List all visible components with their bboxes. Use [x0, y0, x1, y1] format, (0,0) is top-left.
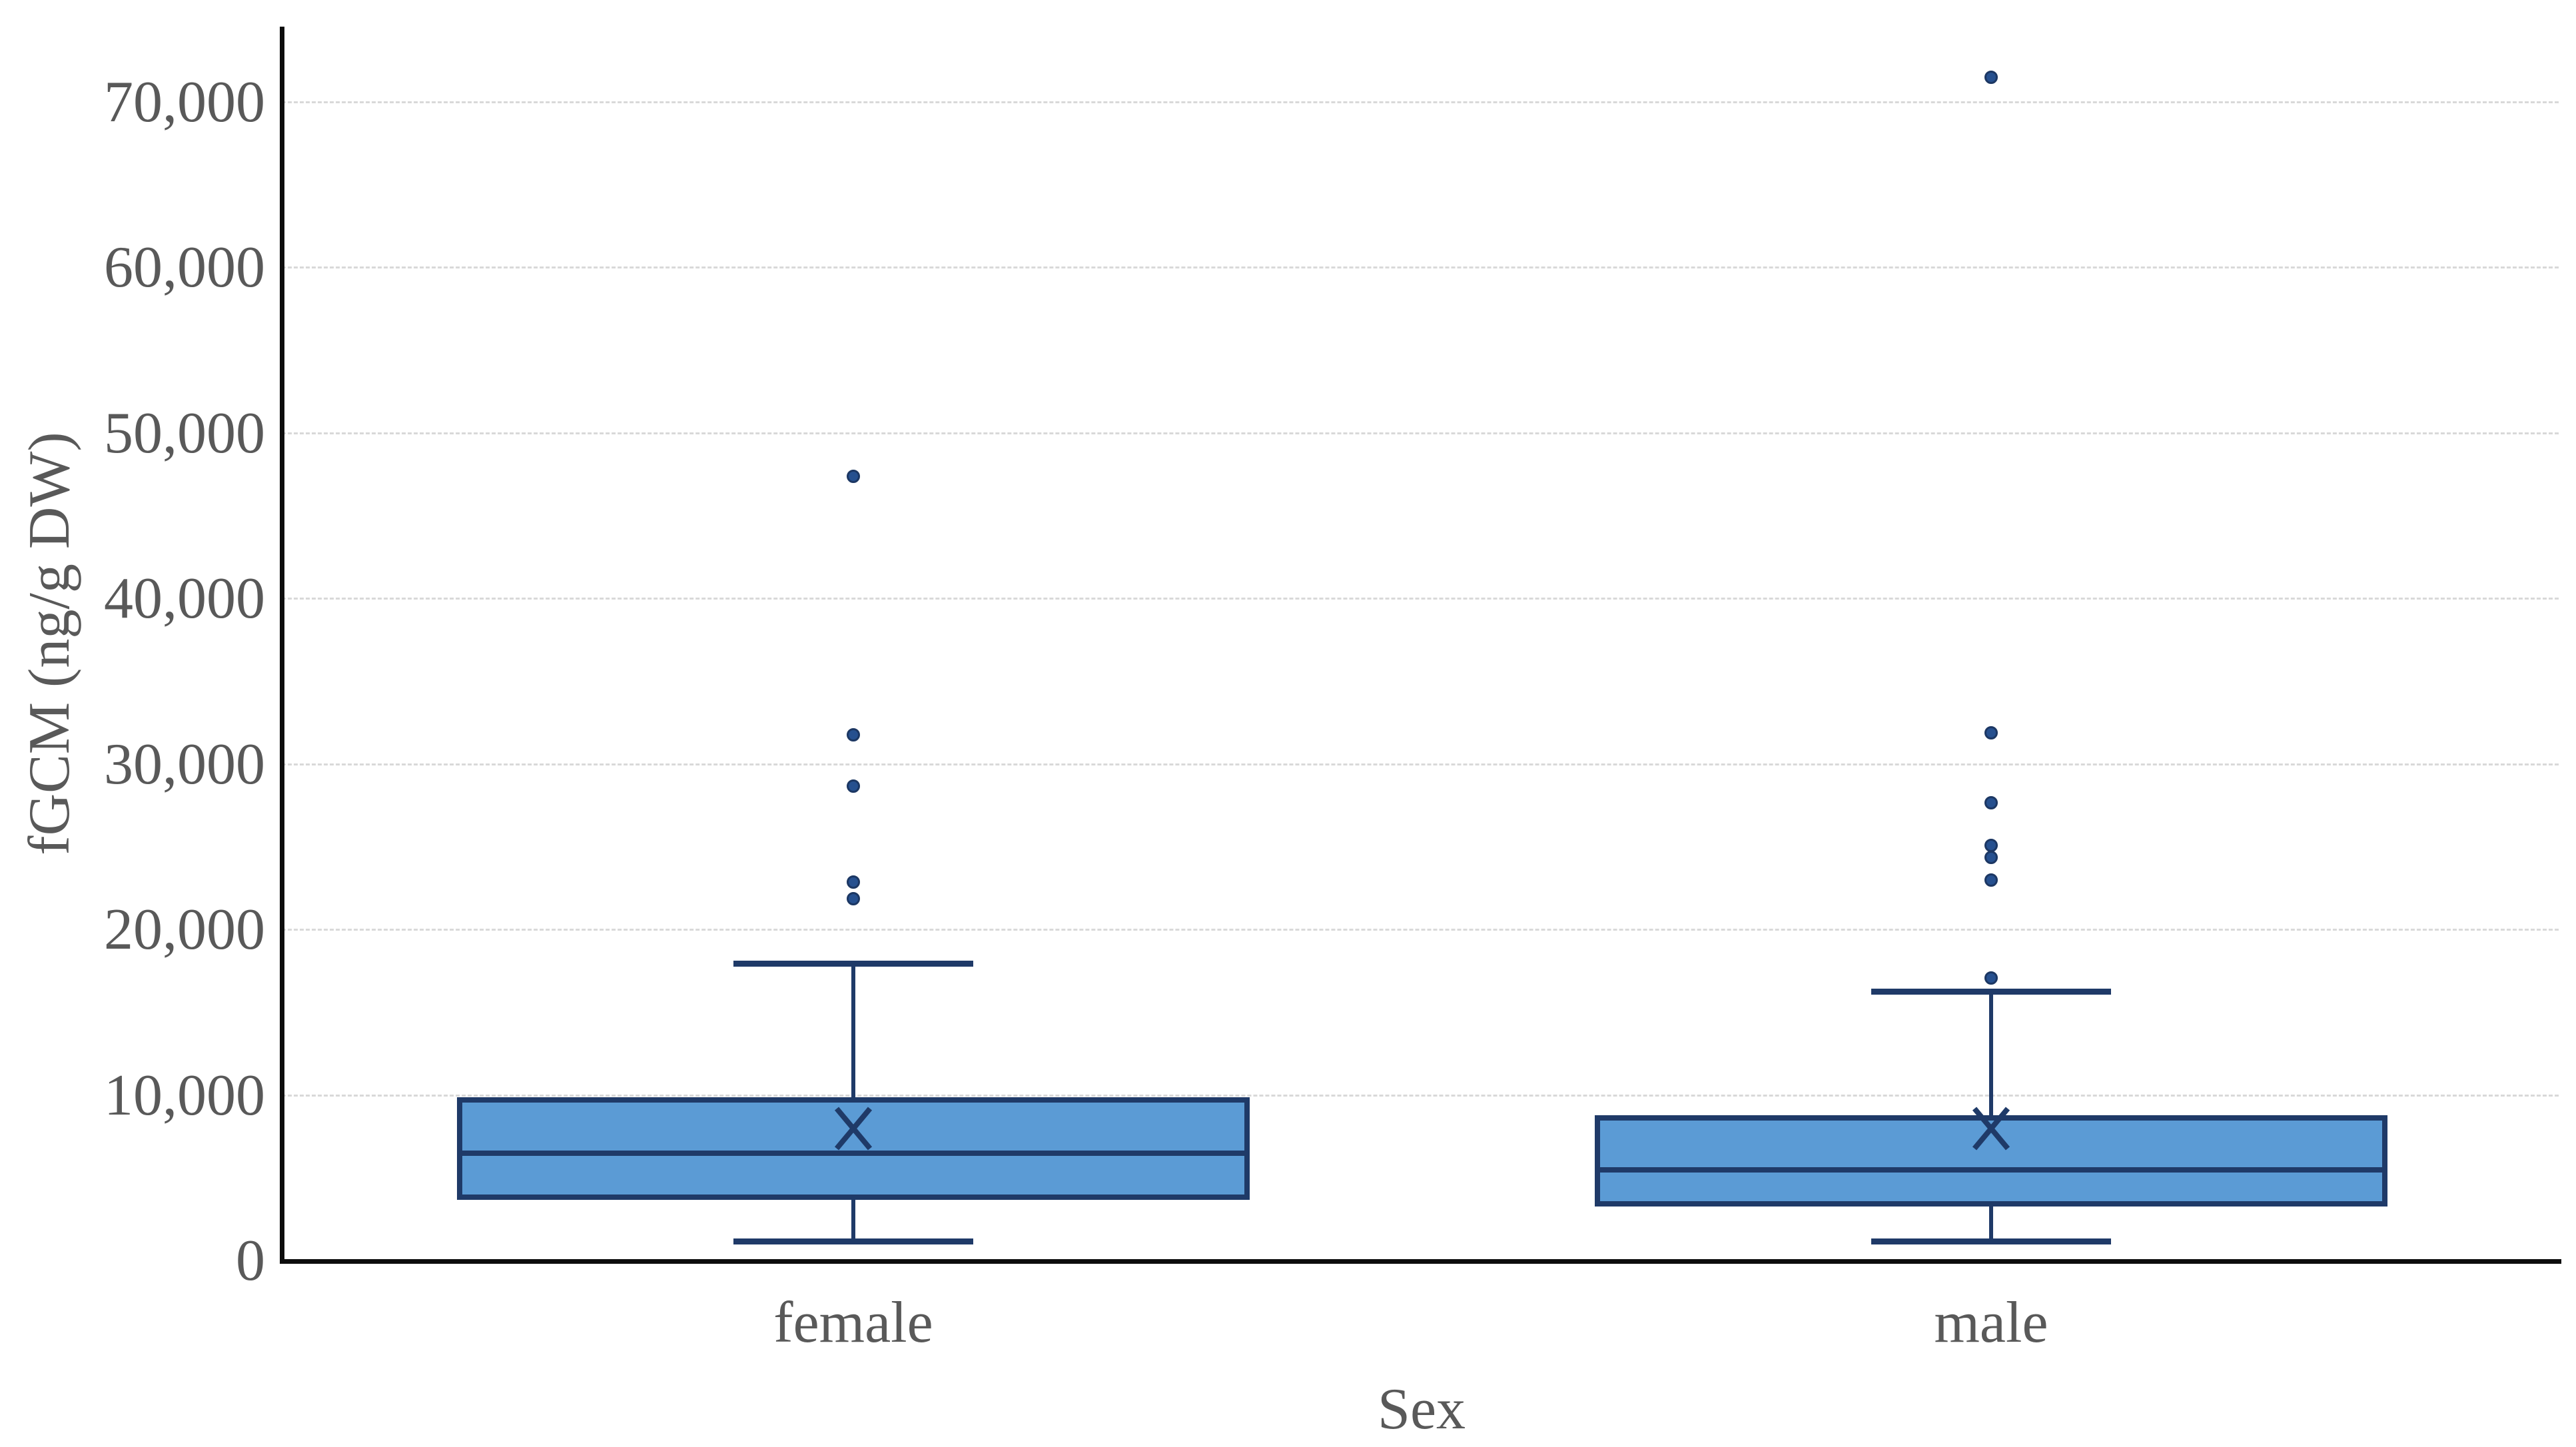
- outlier-dot: [847, 727, 860, 741]
- outlier-dot: [1984, 839, 1998, 853]
- y-tick-label: 40,000: [104, 566, 265, 631]
- y-tick-label: 10,000: [104, 1063, 265, 1128]
- mean-x-marker: [834, 1107, 873, 1151]
- outlier-dot: [847, 891, 860, 905]
- gridline: [282, 929, 2559, 931]
- outlier-dot: [1984, 850, 1998, 864]
- median-line: [462, 1151, 1244, 1157]
- y-tick-label: 20,000: [104, 897, 265, 962]
- median-line: [1600, 1167, 2382, 1173]
- y-axis-line: [280, 27, 284, 1264]
- gridline: [282, 266, 2559, 268]
- y-tick-label: 30,000: [104, 731, 265, 797]
- lower-whisker-cap: [733, 1238, 973, 1245]
- x-axis-title: Sex: [1378, 1377, 1466, 1442]
- gridline: [282, 101, 2559, 103]
- upper-whisker-cap: [733, 960, 973, 967]
- outlier-dot: [847, 470, 860, 484]
- y-tick-label: 50,000: [104, 400, 265, 466]
- box-female: [457, 1097, 1250, 1201]
- y-tick-label: 70,000: [104, 69, 265, 135]
- outlier-dot: [1984, 726, 1998, 740]
- upper-whisker-line: [851, 963, 855, 1097]
- y-tick-label: 0: [236, 1228, 265, 1293]
- category-label-female: female: [773, 1290, 933, 1355]
- outlier-dot: [1984, 873, 1998, 887]
- outlier-dot: [1984, 971, 1998, 985]
- upper-whisker-line: [1989, 991, 1993, 1116]
- upper-whisker-cap: [1871, 988, 2111, 995]
- lower-whisker-line: [1989, 1206, 1993, 1242]
- gridline: [282, 598, 2559, 600]
- gridline: [282, 432, 2559, 434]
- lower-whisker-cap: [1871, 1238, 2111, 1245]
- y-tick-label: 60,000: [104, 235, 265, 300]
- mean-x-marker: [1972, 1107, 2010, 1151]
- x-axis-line: [282, 1259, 2561, 1264]
- outlier-dot: [1984, 71, 1998, 85]
- gridline: [282, 1094, 2559, 1097]
- outlier-dot: [847, 779, 860, 793]
- outlier-dot: [1984, 795, 1998, 809]
- category-label-male: male: [1934, 1290, 2048, 1355]
- lower-whisker-line: [851, 1200, 855, 1242]
- gridline: [282, 763, 2559, 765]
- outlier-dot: [847, 875, 860, 889]
